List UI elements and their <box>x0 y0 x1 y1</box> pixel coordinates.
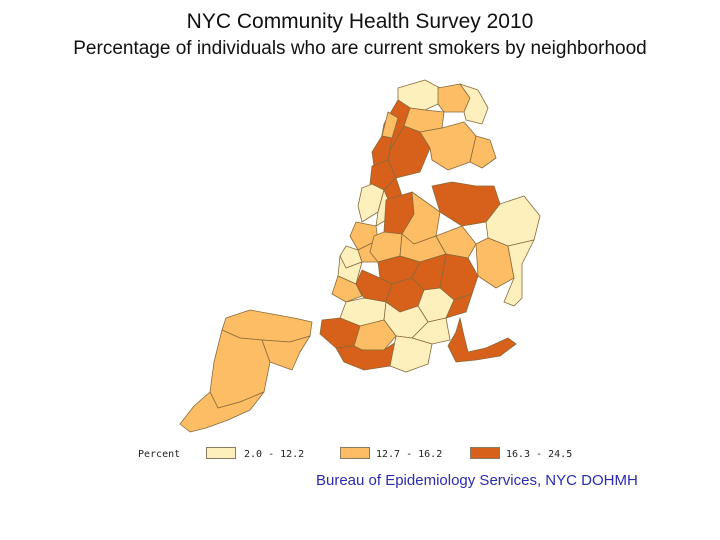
staten-island-south <box>179 391 265 433</box>
brooklyn-sheepshead <box>389 335 433 373</box>
manhattan-lower <box>337 255 363 285</box>
bronx-e-neighborhood <box>419 121 477 171</box>
brooklyn-borough <box>319 253 479 373</box>
queens-borough <box>369 181 541 363</box>
queens-se <box>503 239 535 307</box>
legend-swatch-mid <box>340 447 370 459</box>
legend-title: Percent <box>138 449 181 460</box>
map-subtitle: Percentage of individuals who are curren… <box>73 38 647 59</box>
legend-label-high: 16.3 - 24.5 <box>506 449 573 460</box>
queens-rockaway <box>447 317 517 363</box>
source-credit: Bureau of Epidemiology Services, NYC DOH… <box>316 472 638 489</box>
brooklyn-flatlands <box>411 317 451 345</box>
legend-label-mid: 12.7 - 16.2 <box>376 449 443 460</box>
brooklyn-canarsie <box>445 293 473 319</box>
manhattan-borough <box>337 111 403 285</box>
legend-swatch-low <box>206 447 236 459</box>
legend-swatch-high <box>470 447 500 459</box>
bronx-se-neighborhood <box>469 135 497 169</box>
bronx-ne-neighborhood <box>459 83 489 125</box>
brooklyn-downtown <box>331 275 363 303</box>
queens-flushing <box>431 181 501 227</box>
map-title: NYC Community Health Survey 2010 <box>186 10 534 33</box>
staten-island-east <box>261 335 311 371</box>
bronx-borough <box>379 79 497 179</box>
legend-label-low: 2.0 - 12.2 <box>244 449 305 460</box>
staten-island-borough <box>179 309 313 433</box>
